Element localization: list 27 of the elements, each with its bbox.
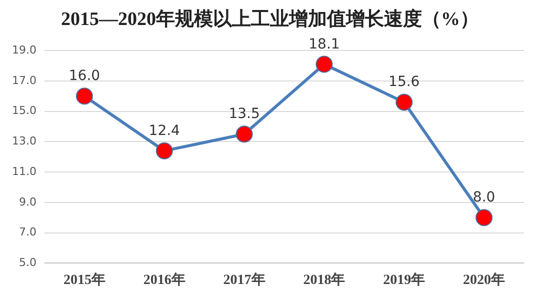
- y-tick-label: 7.0: [18, 226, 36, 239]
- x-tick-label: 2018年: [303, 272, 346, 288]
- y-tick-label: 15.0: [12, 104, 36, 118]
- y-tick-label: 9.0: [18, 195, 36, 208]
- data-label: 18.1: [308, 36, 340, 52]
- x-tick-label: 2017年: [223, 272, 266, 288]
- point: [236, 126, 253, 143]
- x-tick-label: 2020年: [463, 272, 506, 288]
- point: [156, 142, 173, 160]
- data-label: 15.6: [388, 74, 420, 90]
- data-label: 8.0: [472, 190, 496, 206]
- chart-title: 2015—2020年规模以上工业增加值增长速度（%）: [60, 8, 480, 32]
- data-label: 12.4: [148, 122, 180, 139]
- y-tick-label: 13.0: [12, 134, 36, 148]
- point: [316, 56, 333, 73]
- y-tick-label: 17.0: [12, 74, 36, 87]
- data-label: 16.0: [68, 68, 100, 84]
- point: [76, 88, 93, 105]
- x-tick-label: 2019年: [383, 272, 426, 288]
- data-label: 13.5: [228, 106, 260, 122]
- y-tick-label: 11.0: [12, 164, 36, 178]
- point: [396, 94, 413, 111]
- y-tick-label: 5.0: [18, 256, 36, 270]
- y-tick-label: 19.0: [12, 43, 36, 56]
- x-tick-label: 2016年: [143, 272, 186, 288]
- x-tick-label: 2015年: [63, 272, 106, 288]
- point: [476, 209, 493, 226]
